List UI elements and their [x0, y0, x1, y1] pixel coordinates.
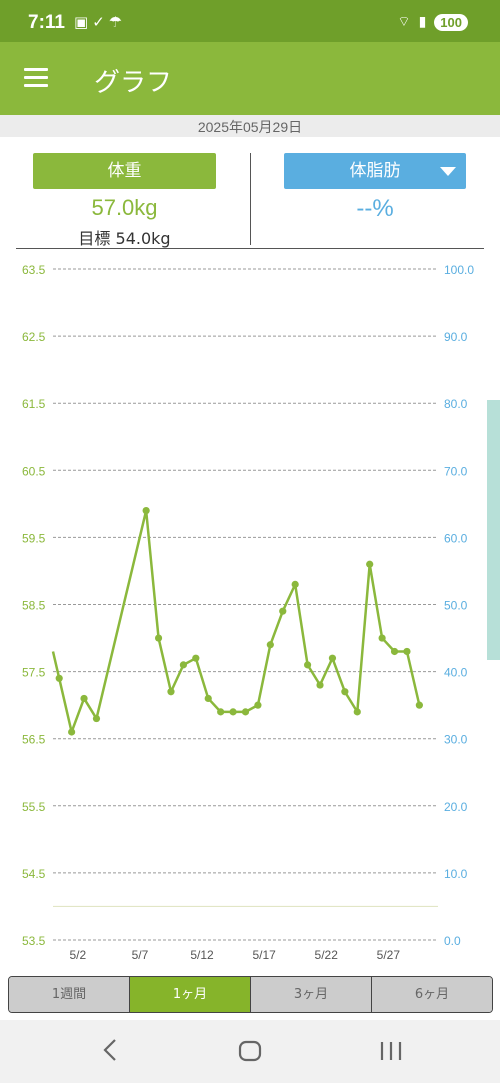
weight-data-point [204, 694, 212, 703]
right-axis-tick-label: 100.0 [444, 263, 474, 277]
right-axis-tick-label: 60.0 [444, 531, 468, 545]
weight-data-point [92, 714, 101, 723]
weight-data-point [229, 708, 237, 716]
left-axis-tick-label: 59.5 [22, 531, 46, 545]
weight-data-point [390, 647, 399, 656]
x-axis-tick-label: 5/27 [377, 948, 401, 962]
x-axis-tick-label: 5/2 [69, 948, 86, 962]
date-label: 2025年05月29日 [0, 115, 500, 137]
weight-data-point [167, 688, 175, 696]
home-icon[interactable] [238, 1040, 262, 1062]
weight-data-point [217, 708, 225, 716]
weight-data-point [279, 607, 287, 615]
weight-data-point [366, 560, 374, 568]
signal-icon: ▮ [418, 14, 427, 30]
weight-data-point [241, 708, 250, 716]
left-axis-tick-label: 61.5 [22, 397, 46, 411]
left-axis-tick-label: 57.5 [22, 666, 46, 680]
x-axis-tick-label: 5/12 [190, 948, 214, 962]
weight-data-point [80, 694, 88, 703]
weather-icon: ☂ [108, 13, 127, 31]
weight-data-point [341, 688, 349, 696]
chart-svg: 63.5 100.0 62.5 90.0 61.5 80.0 60.5 70.0 59.5 60.… [22, 263, 474, 962]
right-axis-tick-label: 10.0 [444, 867, 468, 881]
left-axis-tick-label: 62.5 [22, 330, 46, 344]
tab-1-week[interactable]: 1週間 [9, 977, 130, 1012]
weight-data-point [192, 654, 200, 662]
left-axis-tick-label: 56.5 [22, 733, 46, 747]
weight-value: 57.0kg [91, 195, 158, 220]
tab-3-months[interactable]: 3ヶ月 [251, 977, 372, 1012]
right-axis-tick-label: 80.0 [444, 397, 468, 411]
tab-6-months[interactable]: 6ヶ月 [372, 977, 492, 1012]
summary-panel: 体重 57.0kg 目標 54.0kg 体脂肪 --% [0, 137, 500, 249]
weight-data-point [353, 708, 361, 716]
weight-data-point [403, 647, 411, 656]
battery-indicator: 100 [434, 13, 468, 31]
weight-data-point [291, 580, 299, 588]
left-axis-tick-label: 53.5 [22, 934, 46, 948]
weight-data-point [303, 661, 312, 669]
right-axis-tick-label: 90.0 [444, 330, 468, 344]
left-axis-tick-label: 54.5 [22, 867, 46, 881]
hamburger-menu-icon[interactable] [24, 68, 48, 88]
right-axis-tick-label: 30.0 [444, 733, 468, 747]
tab-1-month[interactable]: 1ヶ月 [130, 977, 251, 1012]
status-bar: 7:11 ▣✓☂ ⌔ ▮ 100 [0, 0, 500, 42]
app-bar: グラフ [0, 42, 500, 115]
back-icon[interactable] [100, 1038, 120, 1062]
weight-data-point [142, 506, 150, 515]
status-time: 7:11 [28, 12, 65, 33]
right-axis-tick-label: 50.0 [444, 599, 468, 613]
weight-chart: 63.5 100.0 62.5 90.0 61.5 80.0 60.5 70.0 59.5 60.… [0, 249, 500, 969]
left-axis-tick-label: 63.5 [22, 263, 46, 277]
body-fat-label: 体脂肪 [349, 161, 401, 181]
period-tabs: 1週間 1ヶ月 3ヶ月 6ヶ月 [8, 976, 493, 1013]
weight-data-point [266, 641, 274, 649]
weight-button[interactable]: 体重 [33, 153, 216, 189]
body-fat-dropdown-button[interactable]: 体脂肪 [284, 153, 466, 189]
dropdown-caret-icon [440, 167, 456, 176]
right-axis-tick-label: 20.0 [444, 800, 468, 814]
right-axis-tick-label: 0.0 [444, 934, 461, 948]
left-axis-tick-label: 55.5 [22, 800, 46, 814]
summary-bottom-divider [16, 248, 484, 249]
wifi-icon: ⌔ [397, 14, 411, 30]
weight-data-point [328, 654, 337, 662]
screenshot-icon: ▣ [74, 13, 93, 31]
weight-data-point [254, 701, 262, 709]
status-notification-icons: ▣✓☂ [74, 13, 126, 31]
weight-data-point [154, 634, 163, 642]
x-axis-tick-label: 5/7 [132, 948, 149, 962]
weight-data-point [415, 701, 423, 709]
weight-data-point [378, 634, 386, 642]
left-axis-tick-label: 60.5 [22, 464, 46, 478]
weight-data-point [68, 728, 76, 736]
target-weight: 目標 54.0kg [78, 229, 171, 248]
system-nav-bar [0, 1020, 500, 1083]
x-axis-tick-label: 5/22 [315, 948, 339, 962]
x-axis-tick-label: 5/17 [252, 948, 276, 962]
right-axis-tick-label: 70.0 [444, 464, 468, 478]
body-fat-value: --% [356, 195, 394, 222]
alarm-check-icon: ✓ [92, 13, 109, 31]
weight-series-line [51, 509, 421, 734]
page-title: グラフ [94, 68, 173, 98]
summary-divider [250, 153, 251, 245]
side-scroll-handle[interactable] [487, 400, 500, 660]
recent-apps-icon[interactable] [378, 1040, 404, 1062]
weight-data-point [179, 661, 188, 669]
left-axis-tick-label: 58.5 [22, 599, 46, 613]
right-axis-tick-label: 40.0 [444, 666, 468, 680]
weight-data-point [316, 681, 324, 689]
weight-data-point [55, 674, 63, 682]
status-right: ⌔ ▮ 100 [397, 13, 468, 31]
